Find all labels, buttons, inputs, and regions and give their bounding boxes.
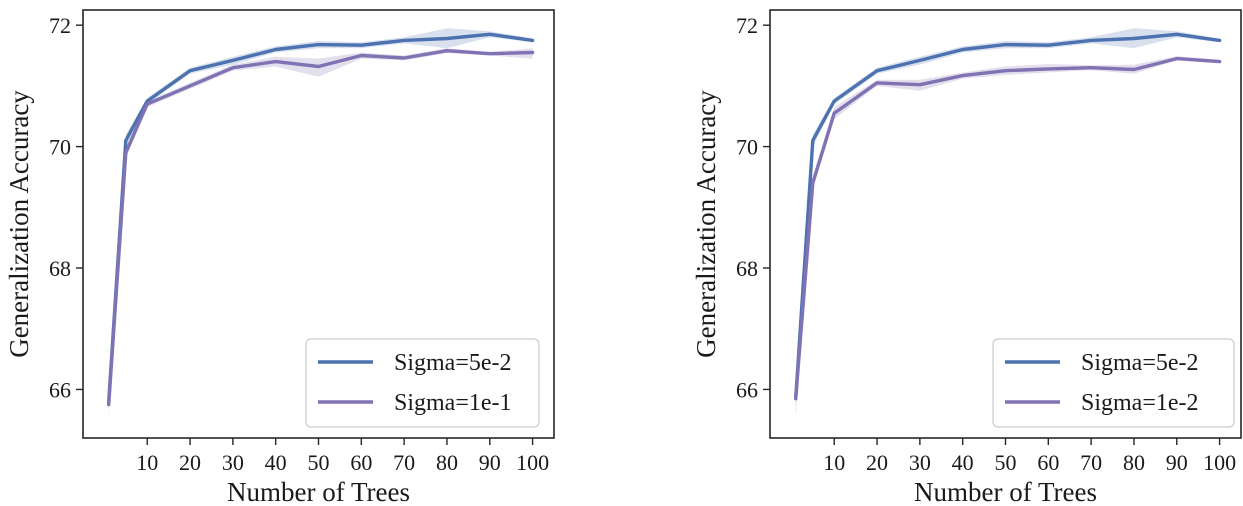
x-tick-label: 100 — [516, 450, 549, 475]
series-1-line — [106, 32, 535, 404]
x-tick-label: 20 — [866, 450, 888, 475]
legend-label-1: Sigma=5e-2 — [394, 350, 512, 376]
x-tick-label: 50 — [308, 450, 330, 475]
legend: Sigma=5e-2 Sigma=1e-2 — [992, 338, 1235, 428]
y-tick-label: 66 — [49, 377, 71, 402]
chart-panel-1: 66 68 70 72 10 20 30 40 50 60 70 80 90 100 Number of T… — [4, 9, 555, 506]
y-tick-label: 72 — [736, 13, 758, 38]
y-axis-title: Generalization Accuracy — [4, 90, 34, 358]
y-axis-title: Generalization Accuracy — [691, 90, 721, 358]
x-axis-title: Number of Trees — [914, 477, 1097, 506]
y-tick-label: 68 — [49, 256, 71, 281]
legend-label-2: Sigma=1e-1 — [394, 390, 512, 416]
series-1-line — [794, 32, 1222, 401]
chart-panel-2: 66 68 70 72 10 20 30 40 50 60 70 80 90 100 Number of T… — [691, 9, 1242, 506]
y-tick-label: 70 — [49, 135, 71, 160]
y-tick-label: 68 — [736, 256, 758, 281]
x-tick-label: 90 — [479, 450, 501, 475]
x-tick-label: 30 — [222, 450, 244, 475]
y-tick-label: 70 — [736, 135, 758, 160]
x-axis-title: Number of Trees — [227, 477, 410, 506]
x-tick-label: 60 — [1037, 450, 1059, 475]
series-2-line — [106, 49, 535, 407]
x-tick-label: 40 — [952, 450, 974, 475]
x-tick-label: 90 — [1166, 450, 1188, 475]
legend: Sigma=5e-2 Sigma=1e-1 — [305, 338, 540, 428]
y-tick-label: 66 — [736, 377, 758, 402]
x-tick-label: 70 — [393, 450, 415, 475]
x-tick-label: 50 — [995, 450, 1017, 475]
x-tick-label: 80 — [436, 450, 458, 475]
x-tick-label: 10 — [823, 450, 845, 475]
legend-label-1: Sigma=5e-2 — [1081, 350, 1199, 376]
series-2-line — [794, 56, 1222, 401]
x-tick-label: 30 — [909, 450, 931, 475]
x-tick-label: 70 — [1080, 450, 1102, 475]
y-tick-label: 72 — [49, 13, 71, 38]
x-tick-label: 10 — [136, 450, 158, 475]
x-tick-label: 60 — [350, 450, 372, 475]
x-tick-label: 80 — [1123, 450, 1145, 475]
x-tick-label: 100 — [1203, 450, 1236, 475]
x-tick-label: 40 — [265, 450, 287, 475]
legend-label-2: Sigma=1e-2 — [1081, 390, 1199, 416]
x-tick-label: 20 — [179, 450, 201, 475]
